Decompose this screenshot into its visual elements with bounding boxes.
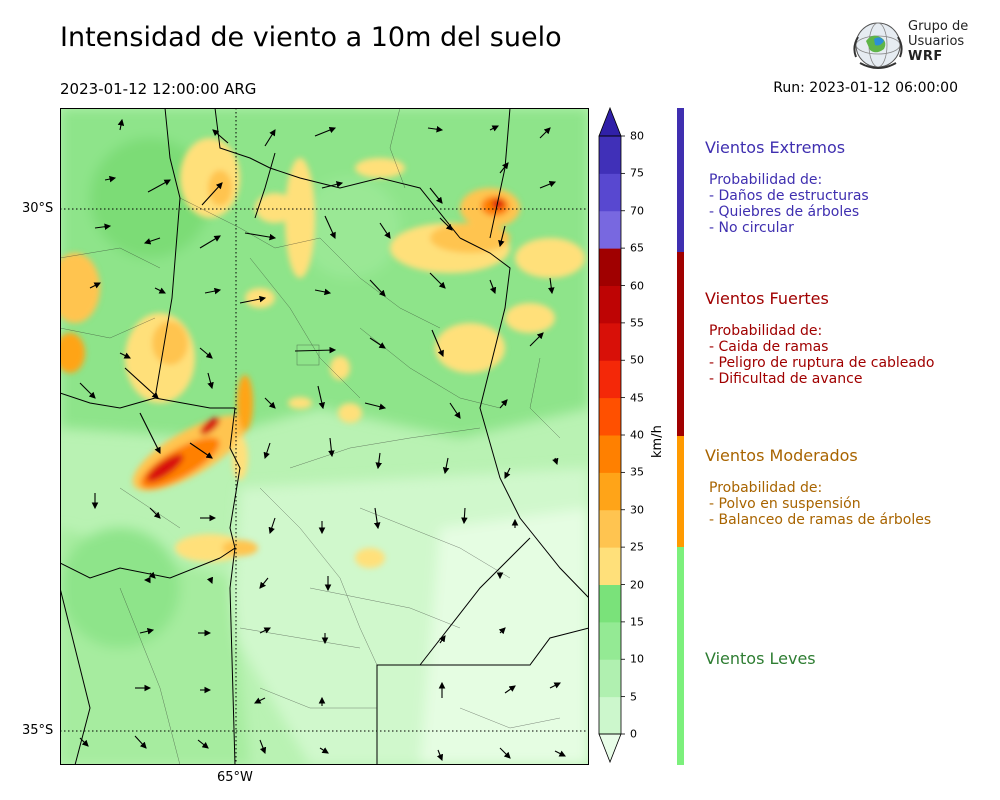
colorbar-segment [599, 397, 621, 436]
colorbar-tick-label: 35 [630, 465, 644, 479]
colorbar-tick-label: 55 [630, 316, 644, 330]
colorbar-tick-label: 60 [630, 279, 644, 292]
colorbar-tick-label: 40 [630, 428, 644, 442]
colorbar-segment [599, 285, 621, 324]
colorbar-segment [599, 360, 621, 399]
colorbar-tick-label: 65 [630, 241, 644, 255]
colorbar-segment [599, 136, 621, 174]
colorbar-segment [599, 659, 621, 698]
legend-title-extremos: Vientos Extremos [705, 138, 846, 157]
colorbar-segment [599, 584, 621, 623]
colorbar-segment [599, 248, 621, 286]
colorbar [598, 106, 625, 764]
colorbar-tick-label: 10 [630, 652, 644, 666]
legend-bar-fuertes [677, 252, 684, 436]
run-time: Run: 2023-01-12 06:00:00 [773, 80, 958, 96]
legend-bar-extremos [677, 108, 684, 252]
valid-time: 2023-01-12 12:00:00 ARG [60, 80, 257, 98]
colorbar-segment [599, 472, 621, 511]
colorbar-segment [599, 435, 621, 473]
colorbar-tick-label: 25 [630, 540, 644, 554]
gridlines [60, 108, 589, 765]
legend-title-fuertes: Vientos Fuertes [705, 289, 829, 308]
lon-label-65w: 65°W [217, 770, 253, 785]
colorbar-segment [599, 173, 621, 212]
colorbar-tick-label: 5 [630, 690, 637, 704]
colorbar-segment [599, 621, 621, 660]
logo-line3: WRF [908, 49, 943, 64]
colorbar-tick-label: 15 [630, 615, 644, 629]
logo-line1: Grupo de [908, 19, 969, 34]
colorbar-tick-label: 75 [630, 166, 644, 180]
wind-field-strong [60, 138, 585, 568]
wind-map [60, 108, 589, 765]
colorbar-segment [599, 696, 621, 735]
colorbar-segment [599, 509, 621, 548]
colorbar-tick-label: 0 [630, 727, 637, 741]
colorbar-segment [599, 547, 621, 585]
colorbar-segment [599, 322, 621, 361]
legend-desc-moderados: Probabilidad de: - Polvo en suspensión -… [709, 480, 932, 528]
colorbar-extend-min [598, 733, 622, 764]
chart-title: Intensidad de viento a 10m del suelo [60, 22, 562, 53]
legend-title-moderados: Vientos Moderados [705, 446, 858, 465]
wind-vectors [79, 118, 566, 762]
logo-line2: Usuarios [908, 34, 965, 49]
colorbar-unit: km/h [650, 425, 665, 458]
legend-title-leves: Vientos Leves [705, 649, 816, 668]
lat-label-30s: 30°S [22, 201, 54, 216]
legend-desc-fuertes: Probabilidad de: - Caida de ramas - Peli… [709, 323, 935, 387]
department-borders [60, 108, 561, 765]
colorbar-tick-label: 45 [630, 391, 644, 405]
lat-label-35s: 35°S [22, 723, 54, 738]
colorbar-tick-label: 80 [630, 129, 644, 143]
colorbar-tick-label: 20 [630, 578, 644, 591]
colorbar-tick-label: 30 [630, 503, 644, 517]
wrf-logo: Grupo de Usuarios WRF [850, 17, 970, 73]
colorbar-tick-label: 50 [630, 353, 644, 367]
legend-bar-leves [677, 547, 684, 765]
globe-icon [853, 22, 903, 69]
legend-desc-extremos: Probabilidad de: - Daños de estructuras … [709, 172, 869, 236]
colorbar-tick-label: 70 [630, 204, 644, 218]
colorbar-extend-max [598, 106, 622, 137]
colorbar-segment [599, 210, 621, 249]
legend-bar-moderados [677, 436, 684, 547]
